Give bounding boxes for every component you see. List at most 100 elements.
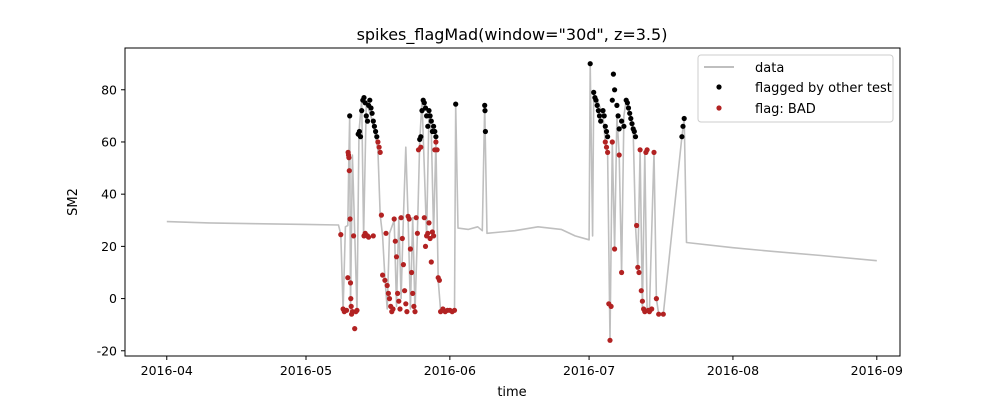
point-flag-bad — [434, 147, 440, 153]
point-flag-bad — [602, 139, 608, 145]
x-tick-label: 2016-09 — [851, 363, 903, 378]
point-flagged-other — [600, 108, 606, 114]
point-flag-bad — [607, 337, 613, 343]
point-flag-bad — [393, 254, 400, 260]
point-flag-bad — [345, 275, 351, 281]
x-tick-label: 2016-06 — [424, 363, 476, 378]
point-flag-bad — [398, 215, 404, 221]
point-flag-bad — [391, 216, 397, 222]
point-flagged-other — [453, 101, 459, 107]
x-axis-ticks: 2016-04 2016-05 2016-06 2016-07 2016-08 2016-… — [141, 356, 903, 378]
point-flagged-other — [629, 121, 635, 127]
point-flag-bad — [656, 311, 662, 317]
point-flag-bad — [425, 230, 431, 236]
point-flag-bad — [410, 290, 416, 296]
legend-bad-swatch — [716, 105, 722, 111]
point-flag-bad — [411, 303, 417, 309]
point-flag-bad — [351, 233, 357, 239]
point-flagged-other — [482, 108, 488, 114]
point-flagged-other — [373, 128, 379, 135]
point-flag-bad — [612, 246, 618, 252]
point-flagged-other — [482, 102, 488, 108]
point-flagged-other — [681, 115, 687, 122]
point-flagged-other — [482, 128, 488, 135]
point-flag-bad — [354, 307, 360, 313]
point-flag-bad — [380, 272, 386, 278]
point-flagged-other — [361, 95, 367, 101]
point-flagged-other — [593, 97, 599, 103]
point-flag-bad — [386, 296, 393, 302]
point-flagged-other — [601, 113, 607, 119]
y-tick-label: 20 — [101, 239, 117, 254]
point-flagged-other — [425, 123, 431, 129]
point-flagged-other — [619, 118, 625, 124]
point-flag-bad — [384, 282, 390, 289]
point-flagged-other — [426, 108, 432, 114]
point-flag-bad — [433, 139, 439, 145]
point-flagged-other — [628, 115, 634, 122]
point-flagged-other — [603, 128, 610, 135]
point-flag-bad — [399, 235, 405, 242]
point-flag-bad — [400, 262, 406, 268]
legend-bad-label: flag: BAD — [755, 102, 816, 117]
point-flag-bad — [644, 147, 650, 153]
point-flag-bad — [638, 288, 644, 294]
point-flag-bad — [352, 326, 358, 332]
y-tick-label: 80 — [101, 82, 117, 97]
point-flagged-other — [616, 126, 622, 132]
legend-other-label: flagged by other test — [755, 81, 892, 96]
series-layer — [166, 61, 877, 343]
point-flag-bad — [605, 149, 611, 155]
point-flag-bad — [406, 216, 412, 222]
point-flag-bad — [660, 311, 666, 317]
point-flag-bad — [413, 215, 419, 221]
point-flagged-other — [427, 113, 433, 119]
point-flagged-other — [598, 118, 604, 124]
point-flag-bad — [635, 264, 641, 270]
point-flagged-other — [370, 118, 376, 124]
x-axis-label: time — [497, 385, 526, 400]
point-flag-bad — [653, 296, 660, 302]
point-flag-bad — [422, 243, 429, 249]
series-flag-bad — [338, 139, 666, 343]
point-flag-bad — [346, 168, 352, 174]
point-flagged-other — [374, 134, 380, 140]
y-tick-label: 0 — [109, 291, 117, 306]
point-flag-bad — [428, 259, 434, 265]
point-flag-bad — [395, 290, 401, 296]
legend-box — [697, 54, 894, 123]
point-flagged-other — [428, 118, 434, 124]
point-flagged-other — [632, 134, 639, 140]
point-flag-bad — [636, 269, 642, 276]
y-tick-label: -20 — [97, 343, 117, 358]
point-flag-bad — [346, 155, 352, 161]
point-flag-bad — [616, 152, 622, 158]
point-flag-bad — [390, 306, 396, 312]
point-flagged-other — [612, 87, 618, 93]
point-flag-bad — [426, 220, 432, 226]
point-flag-bad — [403, 301, 409, 307]
point-flag-bad — [603, 144, 610, 150]
point-flagged-other — [680, 123, 686, 129]
point-flagged-other — [625, 105, 632, 111]
point-flag-bad — [396, 298, 402, 304]
point-flagged-other — [364, 118, 371, 124]
point-flag-bad — [338, 232, 344, 238]
point-flag-bad — [634, 222, 640, 229]
point-flag-bad — [376, 144, 382, 150]
series-flagged-other — [347, 61, 687, 142]
point-flagged-other — [371, 123, 377, 129]
point-flagged-other — [367, 97, 373, 103]
point-flag-bad — [402, 288, 408, 294]
point-flagged-other — [631, 128, 637, 135]
point-flagged-other — [609, 97, 615, 103]
point-flagged-other — [587, 61, 593, 67]
point-flag-bad — [608, 303, 614, 309]
y-tick-label: 40 — [101, 187, 117, 202]
point-flag-bad — [418, 144, 424, 150]
point-flag-bad — [429, 229, 435, 235]
legend-data-label: data — [755, 61, 784, 76]
x-tick-label: 2016-04 — [141, 363, 193, 378]
